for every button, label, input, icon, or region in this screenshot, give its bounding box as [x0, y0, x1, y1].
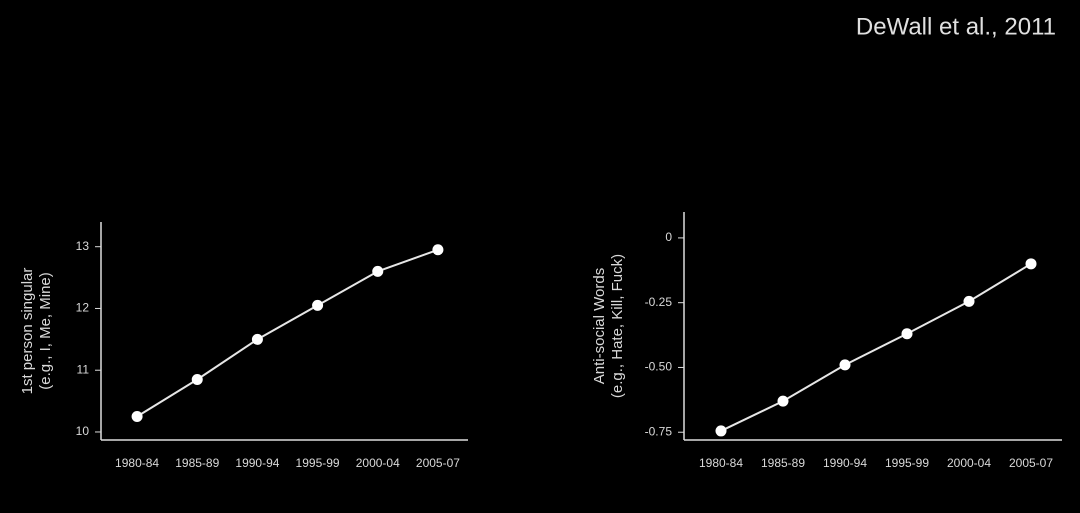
data-point	[901, 328, 913, 340]
data-point	[432, 244, 444, 256]
y-tick-label: -0.50	[645, 360, 673, 374]
x-tick-label: 1995-99	[885, 456, 929, 470]
x-tick-label: 1995-99	[296, 456, 340, 470]
x-tick-label: 1980-84	[115, 456, 159, 470]
data-point	[372, 265, 384, 277]
y-tick-label: 11	[77, 362, 90, 376]
y-tick-label: -0.75	[645, 424, 673, 438]
y-tick-label: 13	[76, 239, 90, 253]
data-point	[777, 395, 789, 407]
x-tick-label: 2000-04	[356, 456, 400, 470]
data-point	[963, 295, 975, 307]
series-line	[136, 248, 439, 418]
y-tick-label: -0.25	[645, 295, 673, 309]
y-axis-label: Anti-social Words (e.g., Hate, Kill, Fuck…	[591, 254, 626, 398]
y-axis-label-line: Anti-social Words	[591, 268, 608, 384]
x-tick-label: 1990-94	[235, 456, 279, 470]
x-tick-label: 1990-94	[823, 456, 867, 470]
x-tick-label: 2000-04	[947, 456, 991, 470]
x-tick-label: 1985-89	[175, 456, 219, 470]
y-axis-label-line: 1st person singular	[19, 268, 36, 395]
source-citation: DeWall et al., 2011	[856, 13, 1056, 40]
series-line	[720, 262, 1032, 432]
data-point	[715, 425, 727, 437]
data-point	[251, 333, 263, 345]
x-tick-label: 1985-89	[761, 456, 805, 470]
data-point	[191, 373, 203, 385]
x-tick-label: 2005-07	[416, 456, 460, 470]
x-tick-label: 2005-07	[1009, 456, 1053, 470]
y-tick-label: 10	[76, 424, 90, 438]
y-axis-label: 1st person singular (e.g., I, Me, Mine)	[19, 268, 54, 395]
y-axis-label-line: (e.g., Hate, Kill, Fuck)	[609, 254, 626, 398]
data-point	[131, 411, 143, 423]
y-tick-label: 0	[665, 230, 672, 244]
data-point	[839, 359, 851, 371]
data-point	[1025, 258, 1037, 270]
y-tick-label: 12	[76, 301, 90, 315]
x-tick-label: 1980-84	[699, 456, 743, 470]
y-axis-label-line: (e.g., I, Me, Mine)	[37, 272, 54, 390]
data-point	[312, 299, 324, 311]
